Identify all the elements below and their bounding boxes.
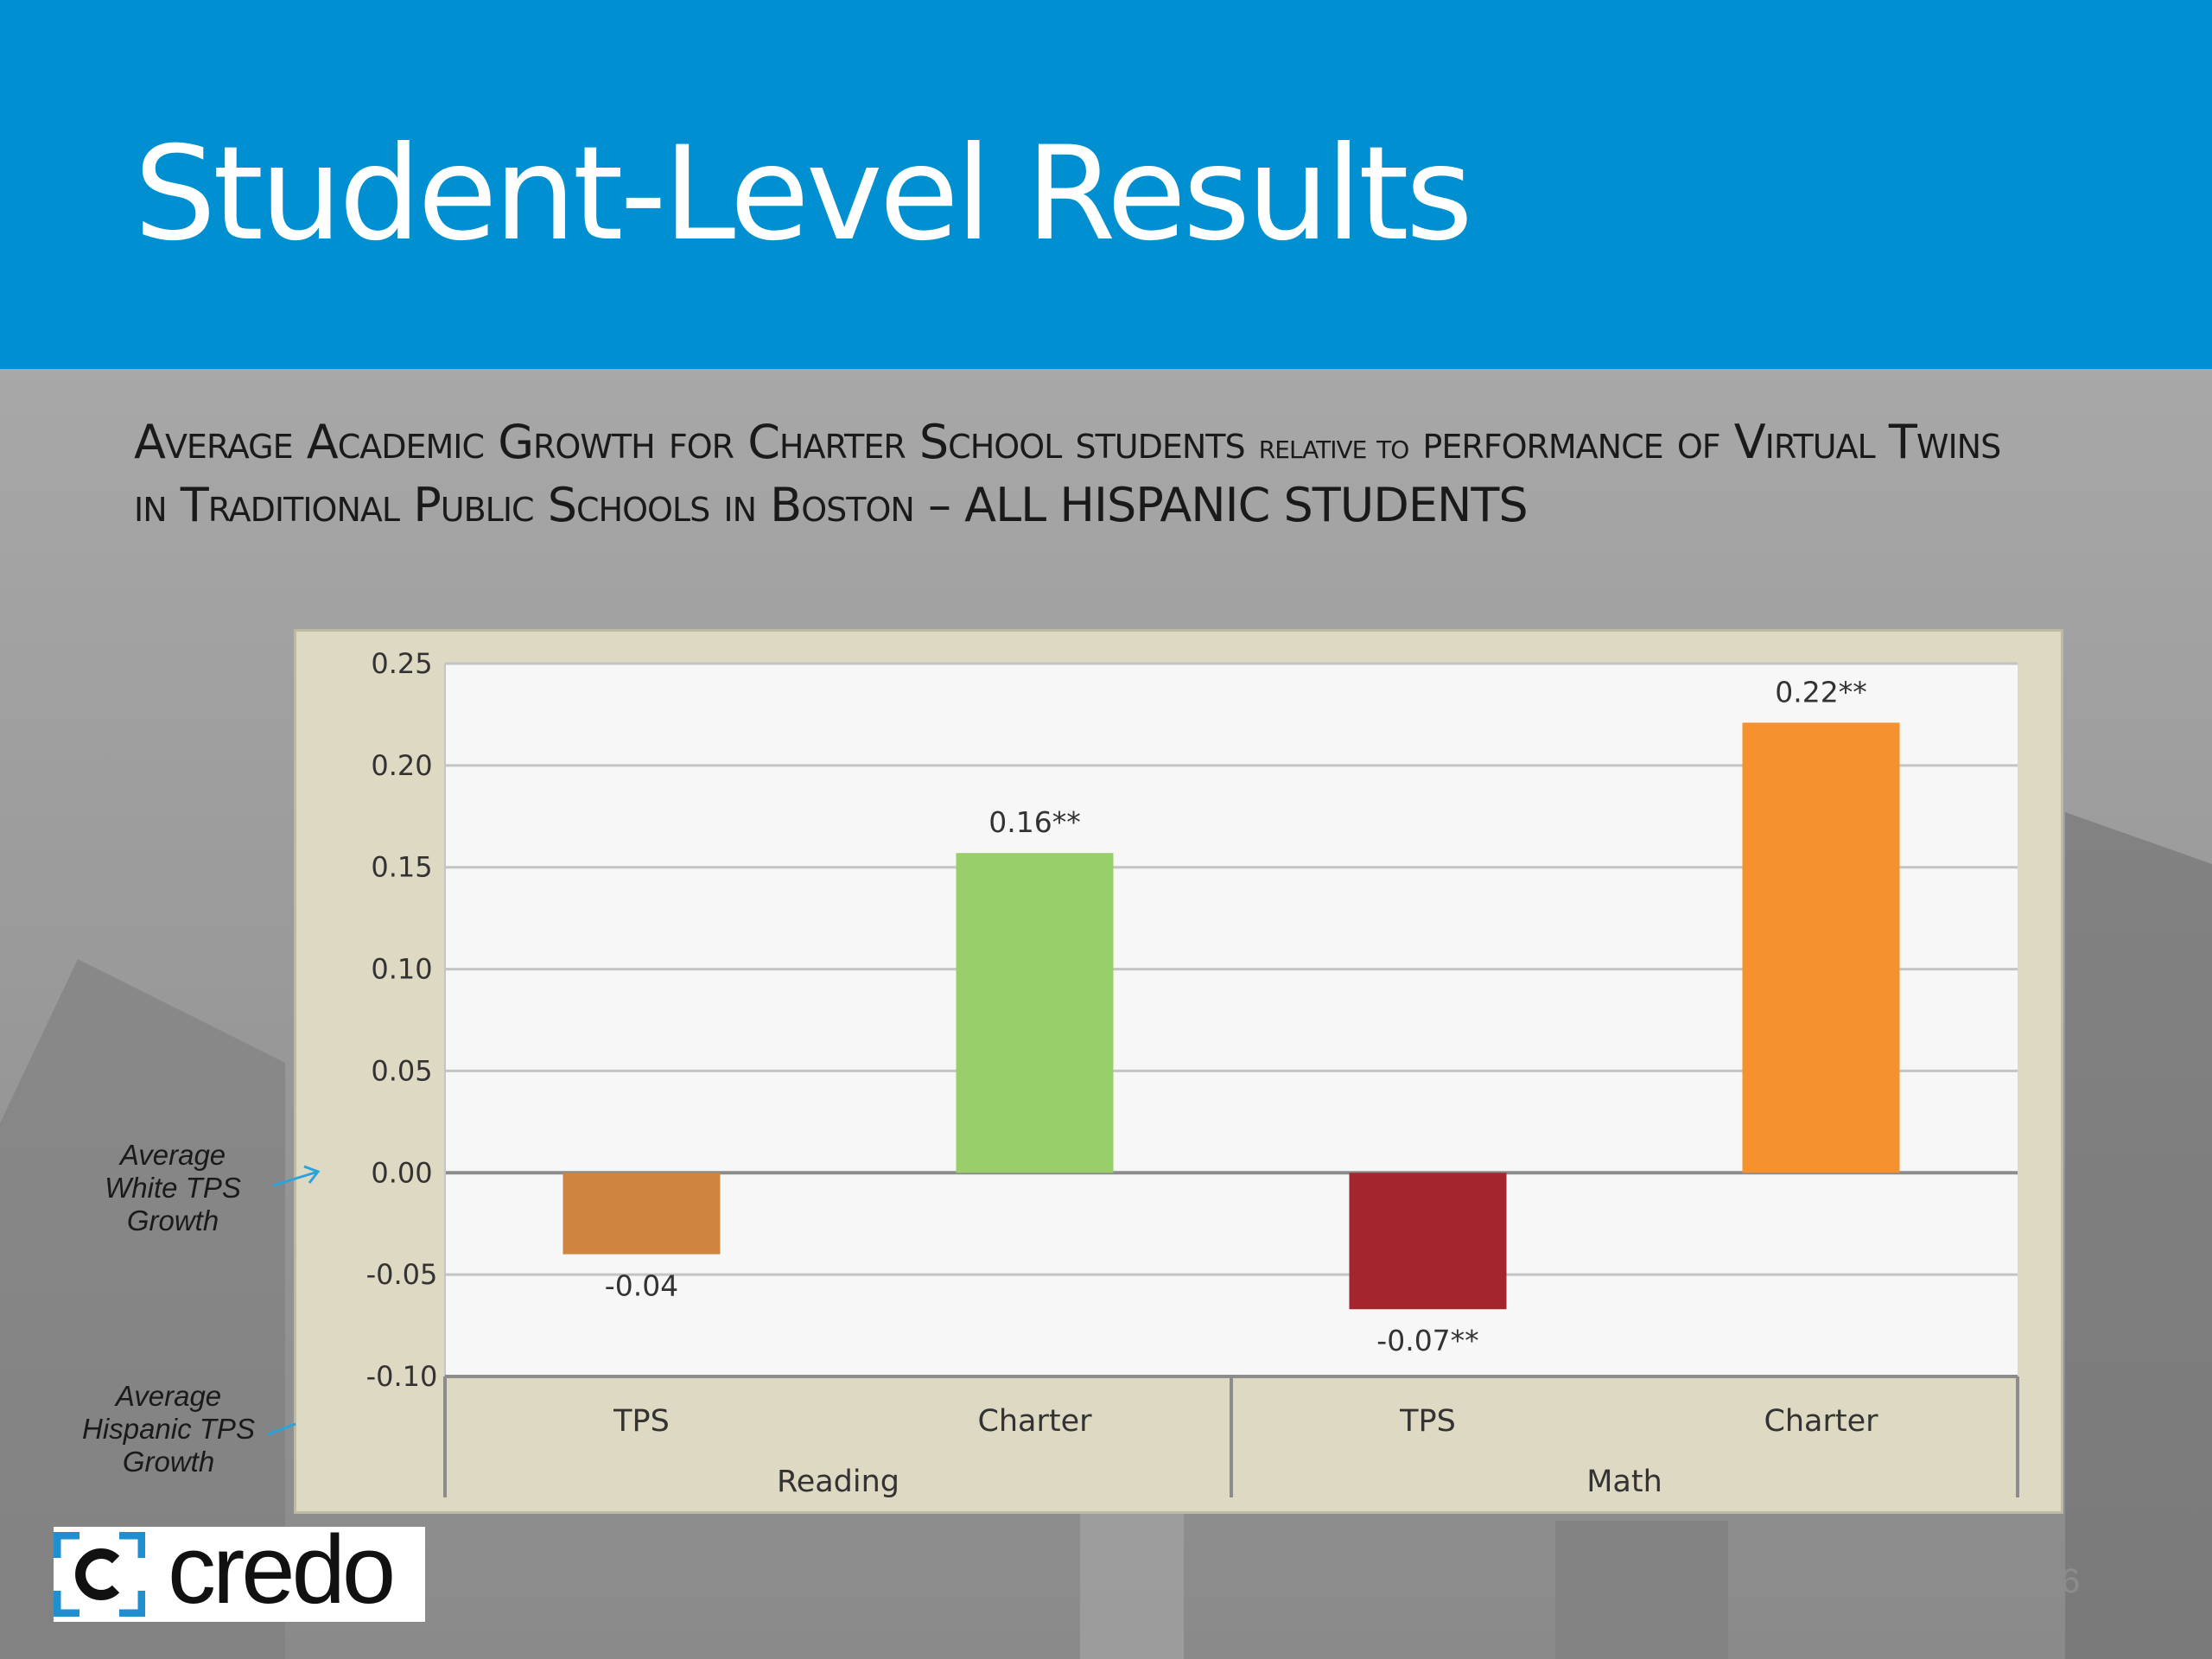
data-label: 0.22** xyxy=(1775,675,1866,709)
subtitle-part: performance of Virtual Twins in Traditio… xyxy=(134,415,2001,532)
data-label: -0.04 xyxy=(605,1269,678,1303)
x-category-label: TPS xyxy=(613,1404,670,1439)
bar xyxy=(563,1173,721,1255)
subtitle-part: relative to xyxy=(1258,427,1409,467)
bar xyxy=(1349,1173,1507,1310)
credo-logo-text: credo xyxy=(168,1516,396,1624)
x-group-label: Math xyxy=(1586,1465,1662,1499)
x-category-label: Charter xyxy=(1764,1404,1878,1439)
page-number: 16 xyxy=(2041,1562,2081,1600)
annotation-hispanic-tps-growth: Average Hispanic TPS Growth xyxy=(82,1380,255,1478)
credo-logo-mark-icon xyxy=(54,1532,145,1617)
subtitle-part: Average Academic Growth for Charter Scho… xyxy=(134,415,1259,469)
x-category-label: TPS xyxy=(1399,1404,1456,1439)
chart-subtitle: Average Academic Growth for Charter Scho… xyxy=(134,413,2035,535)
y-tick-label: 0.25 xyxy=(371,647,432,680)
title-banner: Student-Level Results xyxy=(0,0,2212,369)
bar xyxy=(1742,722,1900,1173)
y-tick-label: 0.15 xyxy=(371,851,432,884)
credo-logo: credo xyxy=(54,1522,425,1622)
data-label: -0.07** xyxy=(1376,1324,1478,1357)
y-tick-label: -0.10 xyxy=(366,1360,438,1393)
y-tick-label: -0.05 xyxy=(366,1258,438,1291)
x-group-label: Reading xyxy=(777,1465,899,1499)
x-category-label: Charter xyxy=(977,1404,1092,1439)
y-tick-label: 0.05 xyxy=(371,1054,432,1087)
bar xyxy=(956,853,1114,1173)
y-tick-label: 0.10 xyxy=(371,953,432,986)
y-tick-label: 0.20 xyxy=(371,749,432,782)
y-tick-label: 0.00 xyxy=(371,1156,432,1189)
slide-title: Student-Level Results xyxy=(134,119,1473,270)
annotation-white-tps-growth: Average White TPS Growth xyxy=(105,1139,241,1236)
data-label: 0.16** xyxy=(988,805,1080,839)
bar-chart: 0.25 0.20 0.15 0.10 0.05 0.00 -0.05 -0.10 -0.04 T… xyxy=(366,647,2019,1499)
